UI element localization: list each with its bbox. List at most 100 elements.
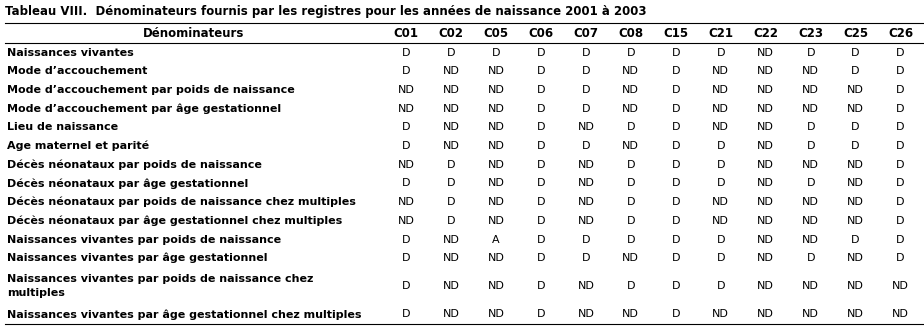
Text: D: D <box>672 66 680 76</box>
Text: Naissances vivantes par âge gestationnel chez multiples: Naissances vivantes par âge gestationnel… <box>7 309 362 320</box>
Text: C07: C07 <box>573 27 599 40</box>
Text: D: D <box>672 160 680 170</box>
Text: ND: ND <box>488 197 505 207</box>
Text: ND: ND <box>893 281 909 291</box>
Text: C06: C06 <box>529 27 553 40</box>
Text: D: D <box>807 178 815 188</box>
Text: D: D <box>402 141 410 151</box>
Text: ND: ND <box>488 123 505 133</box>
Text: D: D <box>896 160 905 170</box>
Text: D: D <box>402 178 410 188</box>
Text: ND: ND <box>578 123 594 133</box>
Text: D: D <box>851 141 860 151</box>
Text: A: A <box>492 234 500 244</box>
Text: D: D <box>537 123 545 133</box>
Text: ND: ND <box>758 141 774 151</box>
Text: D: D <box>537 160 545 170</box>
Text: ND: ND <box>623 85 639 95</box>
Text: ND: ND <box>802 216 819 226</box>
Text: ND: ND <box>488 178 505 188</box>
Text: ND: ND <box>488 160 505 170</box>
Text: D: D <box>537 197 545 207</box>
Text: Décès néonataux par âge gestationnel: Décès néonataux par âge gestationnel <box>7 178 249 189</box>
Text: C26: C26 <box>888 27 913 40</box>
Text: D: D <box>807 123 815 133</box>
Text: ND: ND <box>847 104 864 114</box>
Text: ND: ND <box>712 104 729 114</box>
Text: D: D <box>716 160 725 170</box>
Text: ND: ND <box>443 281 459 291</box>
Text: Naissances vivantes par poids de naissance chez: Naissances vivantes par poids de naissan… <box>7 274 314 284</box>
Text: D: D <box>716 178 725 188</box>
Text: D: D <box>672 141 680 151</box>
Text: D: D <box>672 197 680 207</box>
Text: ND: ND <box>802 281 819 291</box>
Text: D: D <box>851 66 860 76</box>
Text: D: D <box>537 216 545 226</box>
Text: D: D <box>402 234 410 244</box>
Text: D: D <box>851 123 860 133</box>
Text: D: D <box>896 48 905 58</box>
Text: C02: C02 <box>438 27 464 40</box>
Text: C15: C15 <box>663 27 688 40</box>
Text: D: D <box>672 216 680 226</box>
Text: ND: ND <box>578 178 594 188</box>
Text: D: D <box>537 281 545 291</box>
Text: D: D <box>581 234 590 244</box>
Text: D: D <box>672 253 680 263</box>
Text: ND: ND <box>443 253 459 263</box>
Text: D: D <box>537 253 545 263</box>
Text: D: D <box>537 66 545 76</box>
Text: D: D <box>402 253 410 263</box>
Text: ND: ND <box>802 104 819 114</box>
Text: ND: ND <box>758 85 774 95</box>
Text: D: D <box>896 178 905 188</box>
Text: ND: ND <box>443 234 459 244</box>
Text: ND: ND <box>712 66 729 76</box>
Text: ND: ND <box>712 309 729 319</box>
Text: D: D <box>672 123 680 133</box>
Text: ND: ND <box>847 85 864 95</box>
Text: ND: ND <box>712 85 729 95</box>
Text: D: D <box>537 141 545 151</box>
Text: ND: ND <box>488 66 505 76</box>
Text: ND: ND <box>443 66 459 76</box>
Text: ND: ND <box>758 66 774 76</box>
Text: ND: ND <box>488 281 505 291</box>
Text: ND: ND <box>623 66 639 76</box>
Text: ND: ND <box>443 104 459 114</box>
Text: Dénominateurs: Dénominateurs <box>143 27 245 40</box>
Text: C22: C22 <box>753 27 778 40</box>
Text: Tableau VIII.  Dénominateurs fournis par les registres pour les années de naissa: Tableau VIII. Dénominateurs fournis par … <box>5 5 646 18</box>
Text: C08: C08 <box>618 27 643 40</box>
Text: ND: ND <box>578 160 594 170</box>
Text: D: D <box>537 234 545 244</box>
Text: D: D <box>672 281 680 291</box>
Text: ND: ND <box>712 123 729 133</box>
Text: D: D <box>672 48 680 58</box>
Text: ND: ND <box>847 253 864 263</box>
Text: Décès néonataux par poids de naissance chez multiples: Décès néonataux par poids de naissance c… <box>7 197 357 207</box>
Text: ND: ND <box>802 85 819 95</box>
Text: Mode d’accouchement par poids de naissance: Mode d’accouchement par poids de naissan… <box>7 85 295 95</box>
Text: D: D <box>896 216 905 226</box>
Text: Naissances vivantes: Naissances vivantes <box>7 48 134 58</box>
Text: D: D <box>626 197 635 207</box>
Text: ND: ND <box>758 197 774 207</box>
Text: D: D <box>851 48 860 58</box>
Text: ND: ND <box>488 85 505 95</box>
Text: ND: ND <box>488 104 505 114</box>
Text: ND: ND <box>623 104 639 114</box>
Text: D: D <box>896 141 905 151</box>
Text: D: D <box>581 66 590 76</box>
Text: ND: ND <box>488 253 505 263</box>
Text: D: D <box>626 216 635 226</box>
Text: D: D <box>446 48 456 58</box>
Text: ND: ND <box>758 178 774 188</box>
Text: C21: C21 <box>708 27 734 40</box>
Text: D: D <box>402 48 410 58</box>
Text: D: D <box>402 281 410 291</box>
Text: ND: ND <box>847 216 864 226</box>
Text: ND: ND <box>758 309 774 319</box>
Text: Décès néonataux par poids de naissance: Décès néonataux par poids de naissance <box>7 160 262 170</box>
